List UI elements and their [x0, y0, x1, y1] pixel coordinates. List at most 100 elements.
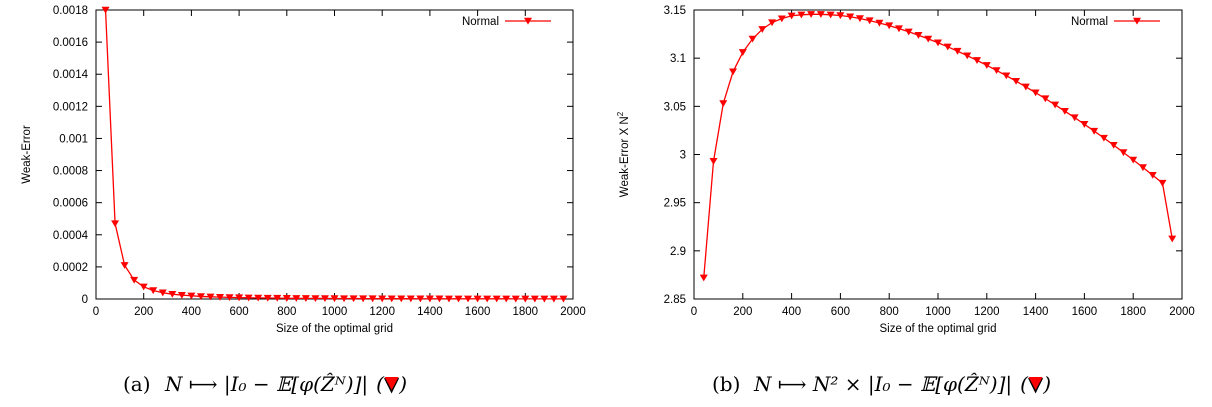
chart-a-x-tick-label: 1200	[369, 306, 395, 318]
chart-b-data-point	[1099, 134, 1108, 142]
chart-a-ticks: 0 200 400 600 800 1000 1200 1400 1600 1800 2000 0 0.…	[53, 5, 586, 318]
chart-a-data-point	[454, 295, 463, 303]
chart-b-y-tick-label: 2.95	[664, 198, 686, 210]
chart-b: 0 200 400 600 800 1000 1200 1400 1600 1800 2000 2.8…	[616, 5, 1195, 397]
chart-b-data-point	[787, 12, 796, 20]
chart-a-y-tick-label: 0.0004	[53, 230, 89, 242]
chart-a-data-point	[492, 295, 501, 303]
chart-a-data-point	[416, 295, 425, 303]
chart-a-x-tick-label: 1600	[465, 306, 491, 318]
chart-a-y-tick-label: 0.0014	[53, 69, 89, 81]
chart-b-y-axis-label-main: Weak-Error X N	[619, 116, 631, 197]
chart-a-data-point	[320, 295, 329, 303]
chart-a-y-tick-label: 0.0008	[53, 166, 88, 178]
chart-a-data-point	[349, 295, 358, 303]
chart-a-data-point	[177, 291, 186, 299]
chart-a-legend: Normal	[462, 16, 551, 28]
caption-a: (a) N ⟼ |I₀ − 𝔼[φ(Ẑᴺ)]| (▼)	[123, 372, 407, 397]
chart-b-y-tick-label: 3.05	[664, 101, 686, 113]
chart-a-data-point	[254, 294, 263, 302]
chart-a-data-point	[273, 294, 282, 302]
caption-b-label: (b)	[712, 372, 740, 396]
chart-a-data-point	[168, 290, 177, 298]
chart-a-x-tick-label: 2000	[560, 306, 586, 318]
chart-b-data-point	[729, 68, 738, 76]
chart-a-data-point	[397, 295, 406, 303]
chart-a-series	[101, 6, 568, 303]
chart-b-data-point	[846, 13, 855, 21]
chart-a-data-point	[502, 295, 511, 303]
chart-a-x-tick-label: 0	[93, 306, 99, 318]
chart-a-data-point	[149, 287, 158, 295]
chart-b-data-point	[826, 11, 835, 19]
chart-b-x-tick-label: 1400	[1023, 306, 1049, 318]
chart-a-y-tick-label: 0.0006	[53, 198, 88, 210]
chart-b-x-tick-label: 1200	[974, 306, 1000, 318]
chart-b-data-point	[855, 15, 864, 23]
chart-a-data-point	[311, 295, 320, 303]
chart-b-data-point	[797, 11, 806, 19]
chart-b-ticks: 0 200 400 600 800 1000 1200 1400 1600 1800 2000 2.8…	[664, 5, 1195, 318]
chart-a-data-point	[368, 295, 377, 303]
chart-a-data-point	[464, 295, 473, 303]
chart-b-x-tick-label: 800	[880, 306, 899, 318]
chart-b-data-point	[963, 52, 972, 60]
chart-b-data-point	[865, 17, 874, 25]
chart-a-data-point	[158, 289, 167, 297]
chart-b-y-tick-label: 2.9	[670, 246, 686, 258]
chart-b-data-point	[1090, 127, 1099, 135]
chart-a-y-axis-label: Weak-Error	[21, 125, 33, 184]
chart-a-data-point	[216, 293, 225, 301]
chart-b-data-point	[924, 35, 933, 43]
chart-a-data-point	[340, 295, 349, 303]
chart-b-data-point	[943, 43, 952, 51]
chart-b-data-point	[953, 47, 962, 55]
chart-b-series	[699, 11, 1177, 282]
caption-b: (b) N ⟼ N² × |I₀ − 𝔼[φ(Ẑᴺ)]| (▼)	[712, 372, 1051, 397]
caption-b-formula: N ⟼ N² × |I₀ − 𝔼[φ(Ẑᴺ)]|	[753, 372, 1012, 397]
chart-b-data-point	[1002, 72, 1011, 80]
chart-a-legend-label: Normal	[462, 16, 499, 28]
chart-b-data-point	[982, 62, 991, 69]
caption-b-triangle-icon	[1028, 377, 1043, 390]
chart-b-x-tick-label: 1800	[1120, 306, 1146, 318]
chart-b-data-point	[1021, 83, 1030, 91]
chart-b-data-point	[836, 12, 845, 20]
chart-a-data-point	[330, 295, 339, 303]
chart-b-data-point	[914, 32, 923, 39]
chart-b-data-point	[758, 26, 767, 33]
chart-b-series-line	[703, 13, 1173, 278]
chart-b-data-point	[1012, 77, 1021, 85]
chart-b-data-point	[1041, 95, 1050, 103]
chart-b-data-point	[973, 57, 982, 64]
chart-a-y-tick-label: 0.001	[59, 133, 88, 145]
chart-a-x-tick-label: 400	[182, 306, 201, 318]
chart-a-data-point	[244, 294, 253, 302]
chart-b-data-point	[934, 39, 942, 47]
chart-b-data-point	[699, 274, 708, 282]
chart-b-data-point	[894, 25, 903, 33]
chart-b-data-point	[1109, 141, 1118, 149]
chart-b-data-point	[709, 158, 718, 165]
chart-a-data-point	[196, 293, 205, 301]
chart-a-data-point	[540, 295, 549, 303]
chart-a-data-point	[387, 295, 396, 303]
chart-a-x-tick-label: 800	[277, 306, 296, 318]
chart-b-data-point	[904, 28, 913, 36]
chart-a-data-point	[301, 295, 310, 302]
chart-a-data-point	[511, 295, 520, 303]
chart-a-data-point	[101, 6, 110, 14]
chart-a-data-point	[425, 295, 434, 303]
chart-b-x-axis-label: Size of the optimal grid	[880, 323, 997, 335]
chart-a-data-point	[206, 293, 215, 301]
chart-a-plot-frame	[95, 9, 574, 300]
chart-a-y-tick-label: 0.0018	[53, 5, 88, 17]
chart-a-data-point	[359, 295, 368, 303]
chart-b-data-point	[748, 35, 757, 43]
chart-a-data-point	[130, 276, 139, 284]
chart-b-data-point	[1168, 235, 1177, 243]
chart-a-y-tick-label: 0.0002	[53, 262, 88, 274]
caption-a-formula: N ⟼ |I₀ − 𝔼[φ(Ẑᴺ)]|	[164, 372, 368, 397]
chart-b-data-point	[1158, 179, 1167, 187]
